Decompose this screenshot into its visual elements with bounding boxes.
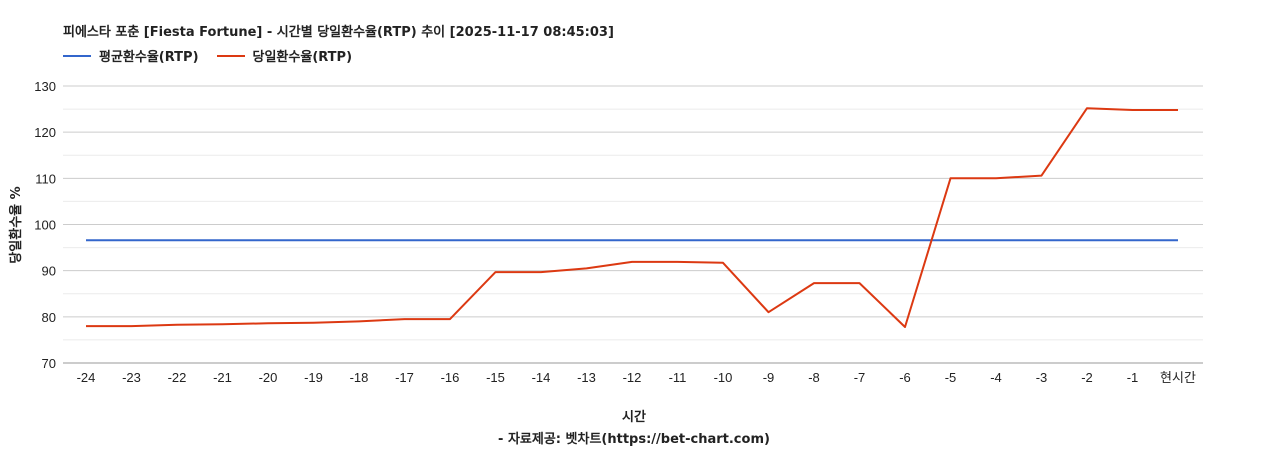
- legend-swatch-blue: [63, 54, 91, 57]
- y-tick-label: 80: [42, 310, 56, 325]
- x-tick-label: -24: [77, 370, 96, 385]
- legend-item-daily-rtp[interactable]: 당일환수율(RTP): [216, 46, 353, 65]
- daily-rtp-line[interactable]: [86, 107, 1178, 328]
- x-tick-label: -2: [1081, 370, 1093, 385]
- x-tick-label: -11: [669, 370, 687, 385]
- legend-label: 당일환수율(RTP): [252, 50, 353, 65]
- y-tick-label: 90: [42, 264, 56, 279]
- data-source-credit: - 자료제공: 벳차트(https://bet-chart.com): [498, 432, 770, 447]
- x-tick-label: 현시간: [1160, 370, 1196, 385]
- y-tick-label: 130: [34, 79, 56, 94]
- legend-label: 평균환수율(RTP): [99, 50, 199, 65]
- x-tick-label: -15: [486, 370, 505, 385]
- x-tick-label: -9: [763, 370, 775, 385]
- chart-title: 피에스타 포춘 [Fiesta Fortune] - 시간별 당일환수율(RTP…: [63, 25, 614, 40]
- x-tick-label: -21: [213, 370, 232, 385]
- gridlines: [63, 85, 1203, 364]
- x-tick-label: -1: [1127, 370, 1139, 385]
- x-tick-label: -5: [945, 370, 957, 385]
- legend-item-average-rtp[interactable]: 평균환수율(RTP): [63, 46, 199, 65]
- x-tick-label: -12: [623, 370, 642, 385]
- y-tick-label: 100: [34, 218, 56, 233]
- chart-legend: 평균환수율(RTP) 당일환수율(RTP): [63, 46, 370, 65]
- legend-swatch-red: [216, 54, 245, 57]
- x-tick-label: -19: [304, 370, 323, 385]
- x-tick-label: -18: [350, 370, 369, 385]
- data-series: [86, 107, 1178, 328]
- y-axis-label: 당일환수율 %: [8, 186, 24, 263]
- x-tick-label: -4: [990, 370, 1002, 385]
- x-tick-label: -7: [854, 370, 866, 385]
- x-tick-label: -14: [532, 370, 551, 385]
- x-tick-label: -16: [441, 370, 460, 385]
- x-tick-label: -10: [714, 370, 733, 385]
- y-tick-label: 120: [34, 125, 56, 140]
- x-tick-label: -8: [808, 370, 820, 385]
- x-tick-label: -17: [395, 370, 414, 385]
- x-axis-ticks: -24 -23 -22 -21 -20 -19 -18 -17 -16 -15 -14 -13 -12 -…: [77, 370, 1196, 385]
- x-tick-label: -20: [259, 370, 278, 385]
- y-axis-ticks: 70 80 90 100 110 120 130: [34, 79, 56, 371]
- x-axis-label: 시간: [622, 410, 646, 425]
- x-tick-label: -6: [899, 370, 911, 385]
- x-tick-label: -23: [122, 370, 141, 385]
- x-tick-label: -13: [577, 370, 596, 385]
- y-tick-label: 110: [35, 171, 56, 186]
- y-tick-label: 70: [42, 356, 56, 371]
- x-tick-label: -22: [168, 370, 187, 385]
- x-tick-label: -3: [1036, 370, 1048, 385]
